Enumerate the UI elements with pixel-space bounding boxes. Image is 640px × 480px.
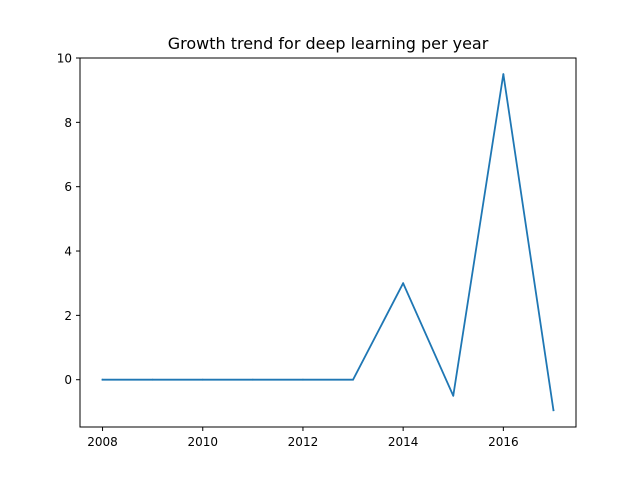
axes-frame xyxy=(79,57,577,428)
y-tick-label: 0 xyxy=(64,373,72,387)
data-point xyxy=(251,378,254,381)
series-line-0 xyxy=(101,73,555,412)
data-point xyxy=(151,378,154,381)
x-tick-label: 2016 xyxy=(488,435,519,449)
x-tick-label: 2008 xyxy=(87,435,118,449)
y-tick-label: 8 xyxy=(64,116,72,130)
data-point xyxy=(352,378,354,381)
chart-title: Growth trend for deep learning per year xyxy=(168,34,489,53)
y-tick-label: 10 xyxy=(57,52,72,66)
data-point xyxy=(101,378,104,381)
data-point xyxy=(552,409,555,412)
data-point xyxy=(302,378,304,381)
y-tick-label: 4 xyxy=(64,245,72,259)
y-tick-label: 2 xyxy=(64,309,72,323)
x-tick-label: 2012 xyxy=(288,435,319,449)
data-point xyxy=(502,73,505,75)
y-axis: 0 2 4 6 8 10 xyxy=(57,52,80,387)
x-tick-label: 2014 xyxy=(388,435,419,449)
plot-area xyxy=(101,73,555,412)
x-axis: 2008 2010 2012 2014 2016 xyxy=(87,427,519,449)
data-point xyxy=(402,282,405,285)
data-point xyxy=(201,378,204,381)
data-point xyxy=(452,394,455,397)
x-tick-label: 2010 xyxy=(187,435,218,449)
y-tick-label: 6 xyxy=(64,180,72,194)
